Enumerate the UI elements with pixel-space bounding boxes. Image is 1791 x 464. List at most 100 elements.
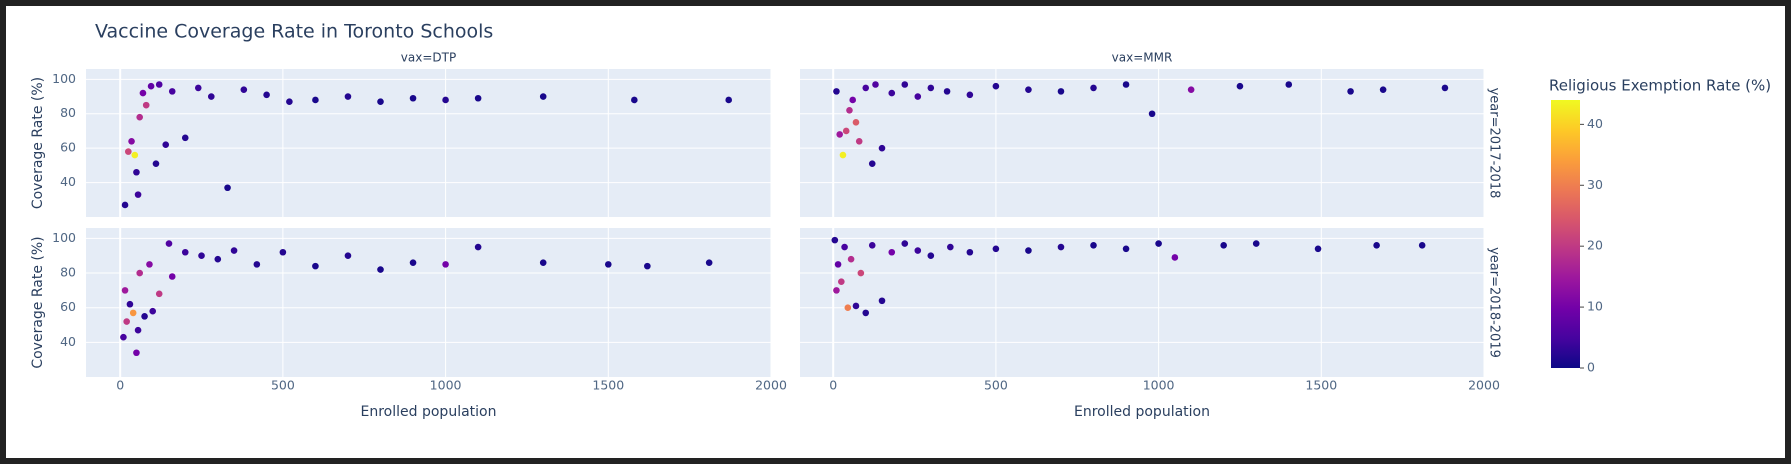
data-point <box>194 84 202 92</box>
data-point <box>631 96 638 104</box>
data-point <box>901 81 909 88</box>
data-point <box>1148 110 1156 118</box>
colorbar-tick-label: 20 <box>1587 238 1603 253</box>
data-point <box>141 313 148 320</box>
data-point <box>834 261 842 268</box>
colorbar-title: Religious Exemption Rate (%) <box>1549 77 1771 95</box>
data-point <box>214 255 222 263</box>
plot-area <box>800 69 1484 217</box>
data-point <box>849 96 857 104</box>
data-point <box>181 134 189 142</box>
chart-title: Vaccine Coverage Rate in Toronto Schools <box>95 21 493 43</box>
y-axis-title: Coverage Rate (%) <box>30 77 46 209</box>
data-point <box>862 309 870 317</box>
y-tick-label: 60 <box>60 140 76 155</box>
x-tick-label: 1500 <box>1305 378 1337 393</box>
data-point <box>133 349 140 357</box>
data-point <box>1347 88 1354 95</box>
data-point <box>136 269 143 277</box>
x-tick-label: 1000 <box>1143 378 1175 393</box>
data-point <box>539 93 547 100</box>
data-point <box>927 84 935 92</box>
y-tick-label: 80 <box>60 105 76 120</box>
data-point <box>240 86 248 93</box>
data-point <box>1285 81 1293 88</box>
data-point <box>1090 242 1097 249</box>
data-point <box>901 240 909 247</box>
data-point <box>725 96 732 104</box>
data-point <box>1187 86 1195 93</box>
data-point <box>152 160 160 167</box>
data-point <box>312 262 319 270</box>
data-point <box>1220 242 1227 249</box>
x-tick-label: 0 <box>829 378 837 393</box>
y-axis-title: Coverage Rate (%) <box>30 236 46 368</box>
data-point <box>847 255 855 263</box>
data-point <box>198 252 205 260</box>
data-point <box>878 144 886 152</box>
data-point <box>474 94 482 102</box>
data-point <box>888 248 896 256</box>
data-point <box>162 141 170 149</box>
data-point <box>838 278 845 286</box>
data-point <box>966 248 974 256</box>
data-point <box>833 287 840 294</box>
data-point <box>134 326 142 334</box>
data-point <box>1025 86 1032 93</box>
data-point <box>344 93 352 100</box>
data-point <box>168 88 176 95</box>
plot-area <box>86 228 771 377</box>
data-point <box>121 287 129 294</box>
data-point <box>286 98 293 105</box>
data-point <box>842 127 850 135</box>
data-point <box>604 261 612 268</box>
x-tick-label: 500 <box>271 378 295 393</box>
data-point <box>839 151 847 159</box>
data-point <box>846 107 853 114</box>
data-point <box>253 261 261 268</box>
data-point <box>947 243 954 251</box>
data-point <box>872 81 879 88</box>
facet-label: vax=MMR <box>1112 51 1173 65</box>
colorbar-tick-label: 10 <box>1587 299 1603 314</box>
x-tick-label: 1500 <box>592 378 624 393</box>
data-point <box>409 259 417 266</box>
data-point <box>857 269 865 277</box>
data-point <box>1122 81 1130 88</box>
data-point <box>914 247 922 254</box>
data-point <box>888 89 896 97</box>
y-tick-label: 100 <box>52 230 76 245</box>
data-point <box>139 89 147 97</box>
data-point <box>181 248 189 256</box>
data-point <box>224 184 231 192</box>
data-point <box>966 91 974 99</box>
data-point <box>120 333 127 341</box>
data-point <box>147 82 155 90</box>
facet-label: year=2017-2018 <box>1487 88 1502 199</box>
y-tick-label: 40 <box>60 334 76 349</box>
data-point <box>1057 243 1065 251</box>
colorbar-tick-label: 30 <box>1587 177 1603 192</box>
y-tick-label: 100 <box>52 71 76 86</box>
data-point <box>1373 242 1380 249</box>
colorbar-tick-label: 0 <box>1587 360 1595 375</box>
data-point <box>1025 247 1032 254</box>
data-point <box>1122 245 1130 253</box>
data-point <box>442 96 449 104</box>
y-tick-label: 80 <box>60 265 76 280</box>
colorbar-tick-label: 40 <box>1587 116 1603 131</box>
data-point <box>855 137 863 145</box>
data-point <box>442 261 449 268</box>
data-point <box>539 259 547 266</box>
data-point <box>165 240 173 247</box>
data-point <box>836 131 843 138</box>
data-point <box>844 304 852 311</box>
data-point <box>146 261 153 268</box>
x-axis-title: Enrolled population <box>361 404 497 420</box>
data-point <box>155 81 163 88</box>
data-point <box>833 88 840 95</box>
data-point <box>312 96 319 104</box>
data-point <box>126 300 134 308</box>
